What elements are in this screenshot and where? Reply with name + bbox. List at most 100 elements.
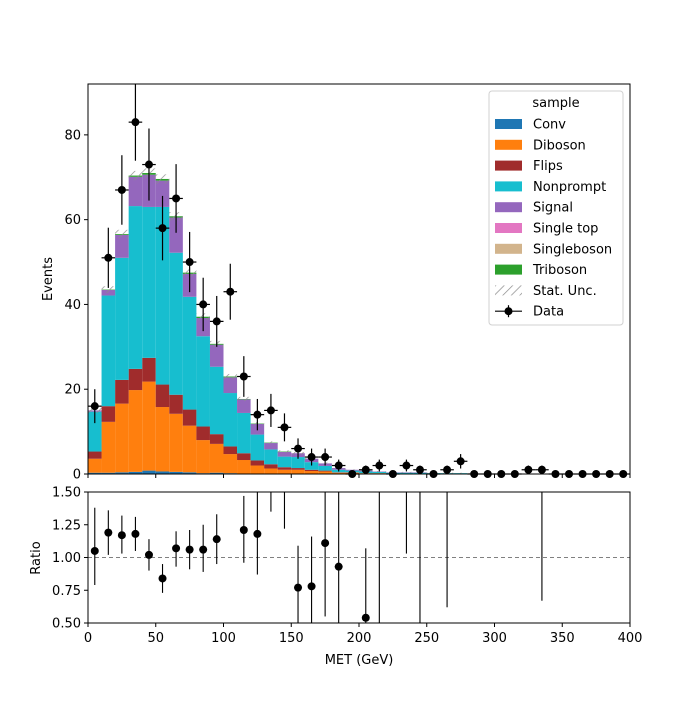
main-ytick-label: 60	[64, 213, 81, 228]
legend-label: Data	[533, 305, 564, 320]
ratio-plot-frame	[88, 492, 630, 623]
bar-flips	[142, 358, 156, 382]
ratio-point	[294, 584, 302, 592]
legend-label: Stat. Unc.	[533, 284, 597, 299]
legend-label: Nonprompt	[533, 180, 606, 195]
ratio-xtick-label: 50	[147, 631, 164, 646]
ratio-xtick-label: 300	[482, 631, 507, 646]
ratio-point	[91, 547, 99, 555]
bar-flips	[156, 385, 170, 407]
ratio-point	[240, 526, 248, 534]
legend-data-marker	[505, 307, 513, 315]
stat-unc-box	[156, 174, 170, 183]
bar-nonprompt	[224, 393, 238, 446]
data-point	[226, 288, 234, 296]
bar-diboson	[169, 414, 183, 472]
bar-signal	[129, 177, 143, 206]
ratio-ytick-label: 0.50	[52, 617, 81, 632]
data-point	[131, 118, 139, 126]
bar-nonprompt	[196, 336, 210, 426]
bar-nonprompt	[142, 207, 156, 358]
ratio-point	[253, 530, 261, 538]
data-point	[308, 453, 316, 461]
ratio-point	[335, 563, 343, 571]
bar-diboson	[183, 426, 197, 473]
bar-flips	[305, 470, 319, 471]
stat-unc-box	[278, 450, 292, 453]
legend-swatch	[495, 244, 522, 254]
data-point	[375, 462, 383, 470]
bar-flips	[251, 460, 265, 465]
bar-flips	[196, 427, 210, 441]
bar-flips	[169, 395, 183, 414]
stat-unc-box	[237, 397, 251, 401]
ratio-xtick-label: 150	[279, 631, 304, 646]
legend-title: sample	[532, 96, 579, 111]
main-ytick-label: 80	[64, 128, 81, 143]
stacked-histogram	[88, 173, 495, 474]
bar-nonprompt	[183, 297, 197, 410]
data-point	[213, 317, 221, 325]
data-point	[335, 462, 343, 470]
stat-unc-box	[115, 230, 129, 238]
ratio-xtick-label: 250	[414, 631, 439, 646]
bar-flips	[88, 452, 102, 459]
legend-swatch	[495, 140, 522, 150]
bar-nonprompt	[318, 466, 332, 471]
data-point	[321, 453, 329, 461]
bar-signal	[115, 235, 129, 258]
stat-unc-box	[400, 472, 414, 473]
bar-diboson	[129, 390, 143, 472]
ratio-point	[186, 546, 194, 554]
bar-flips	[115, 380, 129, 404]
bar-diboson	[264, 468, 278, 474]
legend-swatch	[495, 119, 522, 129]
data-point	[172, 194, 180, 202]
legend-label: Triboson	[532, 263, 587, 278]
data-point	[294, 445, 302, 453]
bar-flips	[210, 434, 224, 444]
bar-flips	[278, 467, 292, 470]
legend-swatch	[495, 181, 522, 191]
ratio-point	[321, 539, 329, 547]
ratio-xtick-label: 400	[618, 631, 643, 646]
bar-diboson	[196, 440, 210, 473]
legend-swatch	[495, 161, 522, 171]
bar-flips	[183, 410, 197, 426]
bar-diboson	[156, 407, 170, 471]
bar-signal	[210, 345, 224, 367]
data-point	[91, 402, 99, 410]
ratio-point	[118, 531, 126, 539]
data-point	[145, 161, 153, 169]
legend-label: Flips	[533, 159, 563, 174]
bar-nonprompt	[251, 435, 265, 461]
legend-label: Signal	[533, 201, 573, 216]
data-point	[443, 466, 451, 474]
legend-label: Singleboson	[533, 242, 612, 257]
data-point	[416, 466, 424, 474]
bar-nonprompt	[129, 206, 143, 369]
ratio-xtick-label: 100	[211, 631, 236, 646]
ratio-point	[199, 546, 207, 554]
data-point	[159, 224, 167, 232]
ratio-point	[172, 544, 180, 552]
data-point	[240, 373, 248, 381]
main-ytick-label: 0	[73, 468, 81, 483]
data-point	[199, 300, 207, 308]
bar-nonprompt	[264, 449, 278, 464]
bar-signal	[264, 443, 278, 449]
bar-nonprompt	[237, 413, 251, 453]
bar-signal	[237, 399, 251, 413]
data-point	[267, 406, 275, 414]
legend-swatch	[495, 202, 522, 212]
data-point	[253, 411, 261, 419]
bar-diboson	[291, 470, 305, 474]
ratio-xtick-label: 200	[347, 631, 372, 646]
bar-flips	[102, 406, 116, 422]
ratio-point	[131, 530, 139, 538]
bar-nonprompt	[210, 367, 224, 434]
ratio-ylabel: Ratio	[29, 541, 44, 574]
bar-flips	[237, 453, 251, 460]
